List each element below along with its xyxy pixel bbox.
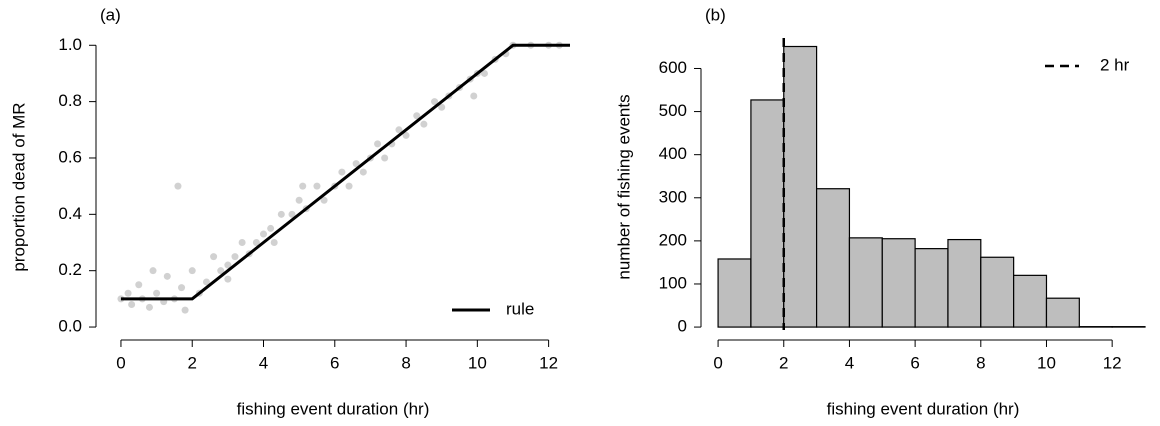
x-tick-label: 6 [330, 353, 339, 372]
point [402, 131, 410, 139]
bar [914, 248, 949, 328]
point [224, 261, 232, 269]
bar [750, 99, 785, 328]
point [135, 281, 143, 289]
x-tick-label: 6 [910, 353, 919, 372]
panel-label: (a) [100, 5, 121, 24]
point [267, 224, 275, 232]
y-tick-label: 0.2 [58, 260, 82, 279]
bar [848, 237, 883, 328]
y-tick-label: 0.4 [58, 204, 82, 223]
point [210, 253, 218, 261]
point [288, 210, 296, 218]
x-axis-label: fishing event duration (hr) [827, 399, 1020, 418]
point [270, 239, 278, 247]
x-tick-label: 8 [401, 353, 410, 372]
point [295, 196, 303, 204]
x-tick-label: 2 [779, 353, 788, 372]
point [231, 253, 239, 261]
legend-label: 2 hr [1100, 55, 1130, 74]
point [413, 112, 421, 120]
point [352, 160, 360, 168]
point [153, 289, 161, 297]
point [299, 182, 307, 190]
point [163, 272, 171, 280]
point [480, 69, 488, 77]
bar [717, 258, 752, 328]
point [128, 300, 136, 308]
y-tick-label: 600 [659, 58, 687, 77]
point [224, 275, 232, 283]
point [181, 306, 189, 314]
y-tick-label: 1.0 [58, 35, 82, 54]
point [260, 230, 268, 238]
x-tick-label: 4 [845, 353, 854, 372]
y-tick-label: 200 [659, 230, 687, 249]
bar [783, 45, 818, 328]
x-tick-label: 12 [1103, 353, 1122, 372]
x-tick-label: 10 [468, 353, 487, 372]
y-tick-label: 0.0 [58, 317, 82, 336]
y-tick-label: 100 [659, 273, 687, 292]
point [188, 267, 196, 275]
point [217, 267, 225, 275]
bar [1045, 297, 1080, 328]
bar [815, 188, 851, 328]
y-axis-label: number of fishing events [614, 94, 633, 279]
x-tick-label: 12 [539, 353, 558, 372]
point [252, 239, 260, 247]
point [202, 278, 210, 286]
point [345, 182, 353, 190]
point [320, 196, 328, 204]
y-tick-label: 0.8 [58, 91, 82, 110]
panel-label: (b) [705, 5, 726, 24]
point [438, 103, 446, 111]
y-tick-label: 500 [659, 101, 687, 120]
point [359, 168, 367, 176]
point [470, 92, 478, 100]
point [374, 140, 382, 148]
x-tick-label: 0 [116, 353, 125, 372]
x-tick-label: 2 [187, 353, 196, 372]
bar [980, 256, 1015, 328]
x-tick-label: 4 [259, 353, 268, 372]
point [149, 267, 157, 275]
y-axis-label: proportion dead of MR [9, 102, 28, 271]
point [178, 284, 186, 292]
x-tick-label: 8 [976, 353, 985, 372]
y-tick-label: 300 [659, 187, 687, 206]
point [338, 168, 346, 176]
point [313, 182, 321, 190]
x-tick-label: 10 [1037, 353, 1056, 372]
point [238, 239, 246, 247]
bar [1013, 274, 1048, 328]
point [420, 120, 428, 128]
point [431, 98, 439, 106]
rule-line [120, 43, 570, 301]
point [381, 154, 389, 162]
y-tick-label: 0.6 [58, 147, 82, 166]
y-tick-label: 400 [659, 144, 687, 163]
x-axis-label: fishing event duration (hr) [237, 399, 430, 418]
legend-label: rule [506, 299, 534, 318]
x-tick-label: 0 [713, 353, 722, 372]
y-tick-label: 0 [678, 317, 687, 336]
point [145, 303, 153, 311]
bar [947, 238, 982, 328]
point [174, 182, 182, 190]
bar [881, 238, 916, 328]
point [124, 289, 132, 297]
point [395, 126, 403, 134]
point [277, 210, 285, 218]
